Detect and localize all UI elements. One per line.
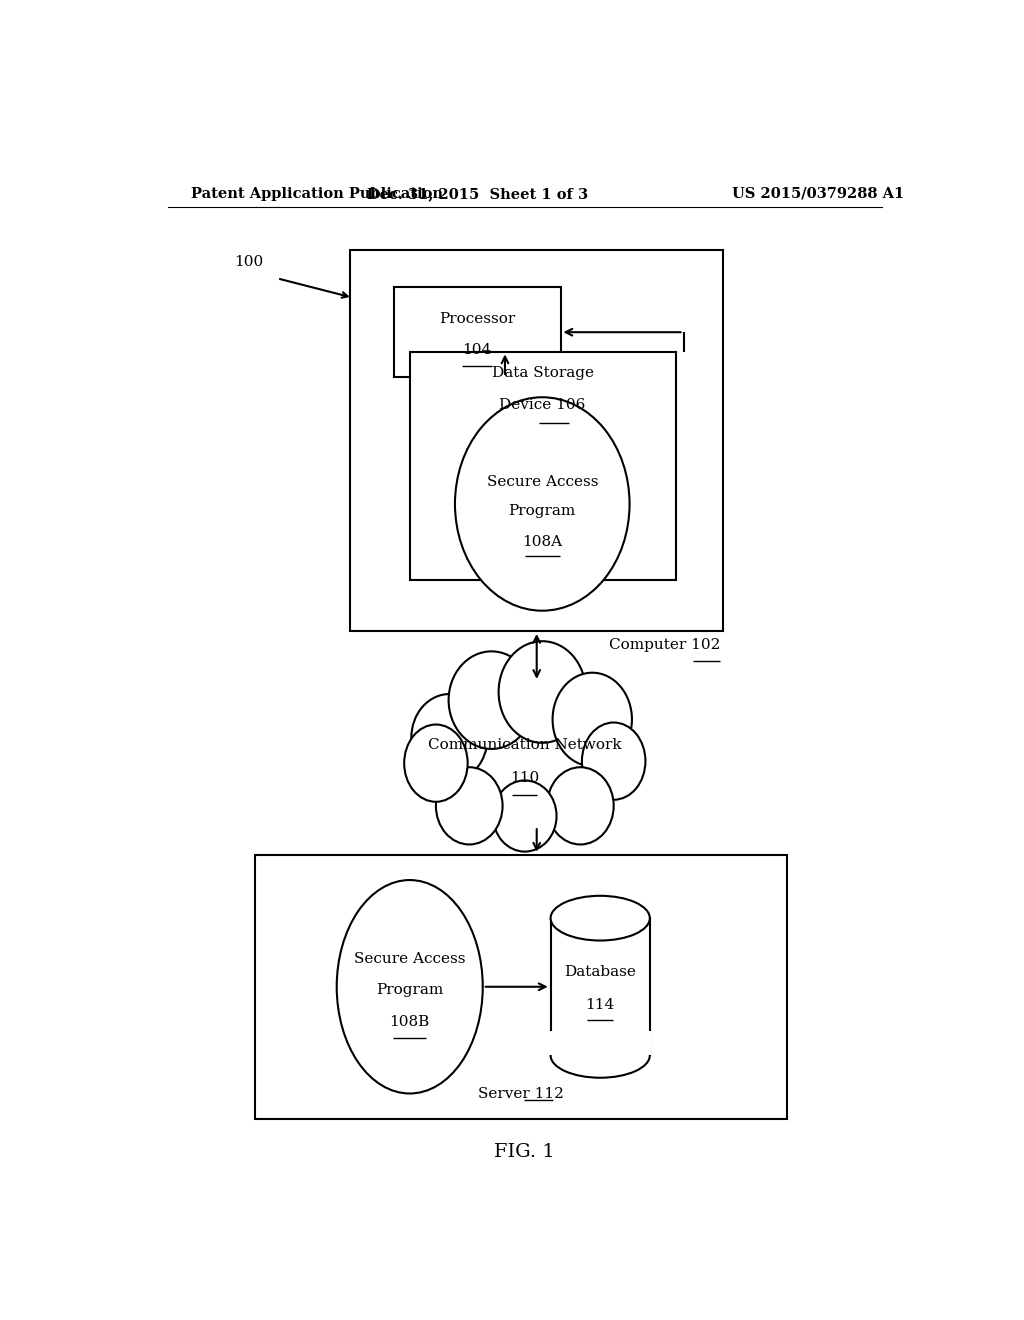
Text: 108B: 108B <box>389 1015 430 1030</box>
Text: Server 112: Server 112 <box>478 1086 564 1101</box>
Text: Data Storage: Data Storage <box>492 366 594 380</box>
Bar <box>551 919 650 1056</box>
Ellipse shape <box>551 896 650 941</box>
Ellipse shape <box>412 694 487 781</box>
Bar <box>255 854 786 1119</box>
Text: 108A: 108A <box>522 535 562 549</box>
Ellipse shape <box>414 692 636 804</box>
Text: Program: Program <box>509 504 575 517</box>
Ellipse shape <box>337 880 482 1093</box>
Ellipse shape <box>404 725 468 801</box>
Text: 104: 104 <box>463 343 492 358</box>
Text: 110: 110 <box>510 771 540 785</box>
Ellipse shape <box>449 651 535 748</box>
Bar <box>549 1031 651 1056</box>
Text: Program: Program <box>376 983 443 997</box>
Text: Secure Access: Secure Access <box>486 475 598 488</box>
Text: FIG. 1: FIG. 1 <box>495 1143 555 1162</box>
Bar <box>410 351 676 581</box>
Ellipse shape <box>582 722 645 800</box>
Text: Patent Application Publication: Patent Application Publication <box>191 187 443 201</box>
Text: Database: Database <box>564 965 636 978</box>
Text: Computer 102: Computer 102 <box>609 638 721 652</box>
Text: 114: 114 <box>586 998 614 1012</box>
Ellipse shape <box>551 1034 650 1077</box>
Text: Secure Access: Secure Access <box>354 952 466 966</box>
Text: Dec. 31, 2015  Sheet 1 of 3: Dec. 31, 2015 Sheet 1 of 3 <box>367 187 588 201</box>
Ellipse shape <box>553 673 632 766</box>
Ellipse shape <box>455 397 630 611</box>
Ellipse shape <box>499 642 586 743</box>
Ellipse shape <box>547 767 613 845</box>
Ellipse shape <box>436 767 503 845</box>
Text: Processor: Processor <box>439 312 515 326</box>
Ellipse shape <box>493 780 557 851</box>
Text: US 2015/0379288 A1: US 2015/0379288 A1 <box>732 187 904 201</box>
Text: Device 106: Device 106 <box>500 399 586 412</box>
Bar <box>350 249 723 631</box>
Bar <box>394 288 560 378</box>
Text: 100: 100 <box>234 255 263 269</box>
Text: Communication Network: Communication Network <box>428 738 622 752</box>
